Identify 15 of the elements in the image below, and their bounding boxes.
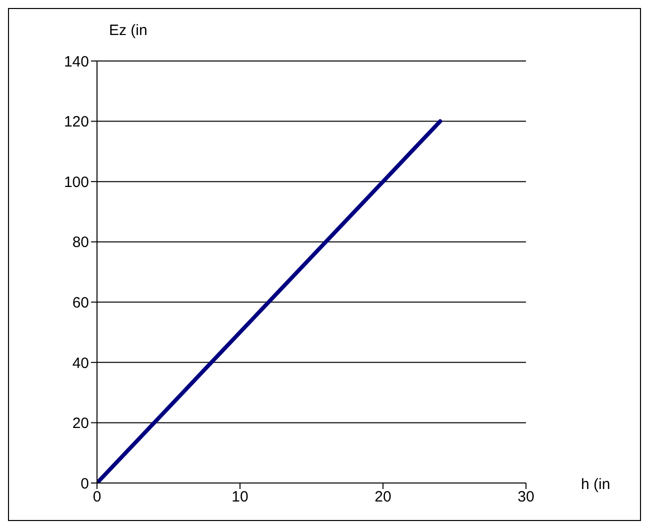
y-tick-label: 120 xyxy=(64,114,89,131)
x-axis-title: h (in xyxy=(581,476,610,493)
y-tick-label: 0 xyxy=(80,475,89,492)
line-series xyxy=(97,119,442,483)
x-tick-label: 10 xyxy=(232,488,248,506)
y-tick-label: 140 xyxy=(64,53,89,70)
y-axis-title: Ez (in xyxy=(109,22,148,39)
y-tick-label: 100 xyxy=(64,174,89,191)
y-tick-label: 40 xyxy=(72,354,89,372)
x-tick-label: 30 xyxy=(518,488,534,506)
x-tick-label: 20 xyxy=(374,488,392,506)
y-tick-label: 60 xyxy=(72,294,89,312)
y-tick-label: 20 xyxy=(72,415,89,432)
x-tick-label: 0 xyxy=(92,488,102,506)
y-tick-label: 80 xyxy=(72,234,89,252)
